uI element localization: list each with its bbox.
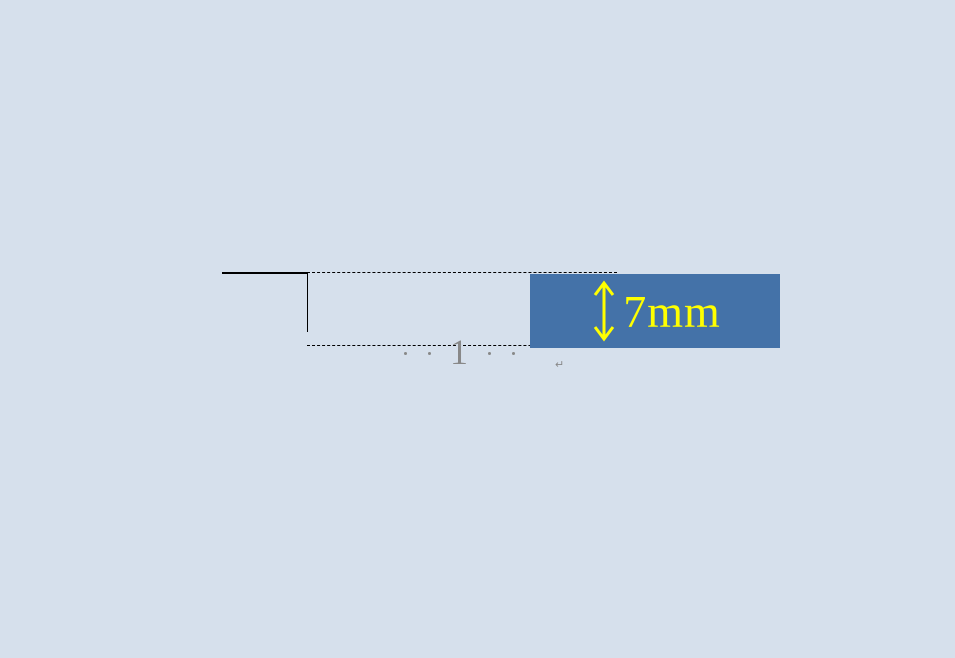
double-arrow-icon [589,279,619,343]
top-dashed-line [307,272,617,273]
dot-decoration [512,352,515,355]
page-number: 1 [450,331,468,373]
annotation-label: 7mm [623,285,721,338]
paragraph-mark-icon: ↵ [555,358,564,371]
dot-decoration [488,352,491,355]
dot-decoration [404,352,407,355]
top-solid-line [222,272,307,274]
annotation-box: 7mm [530,274,780,348]
dot-decoration [428,352,431,355]
vertical-tick [307,272,308,332]
